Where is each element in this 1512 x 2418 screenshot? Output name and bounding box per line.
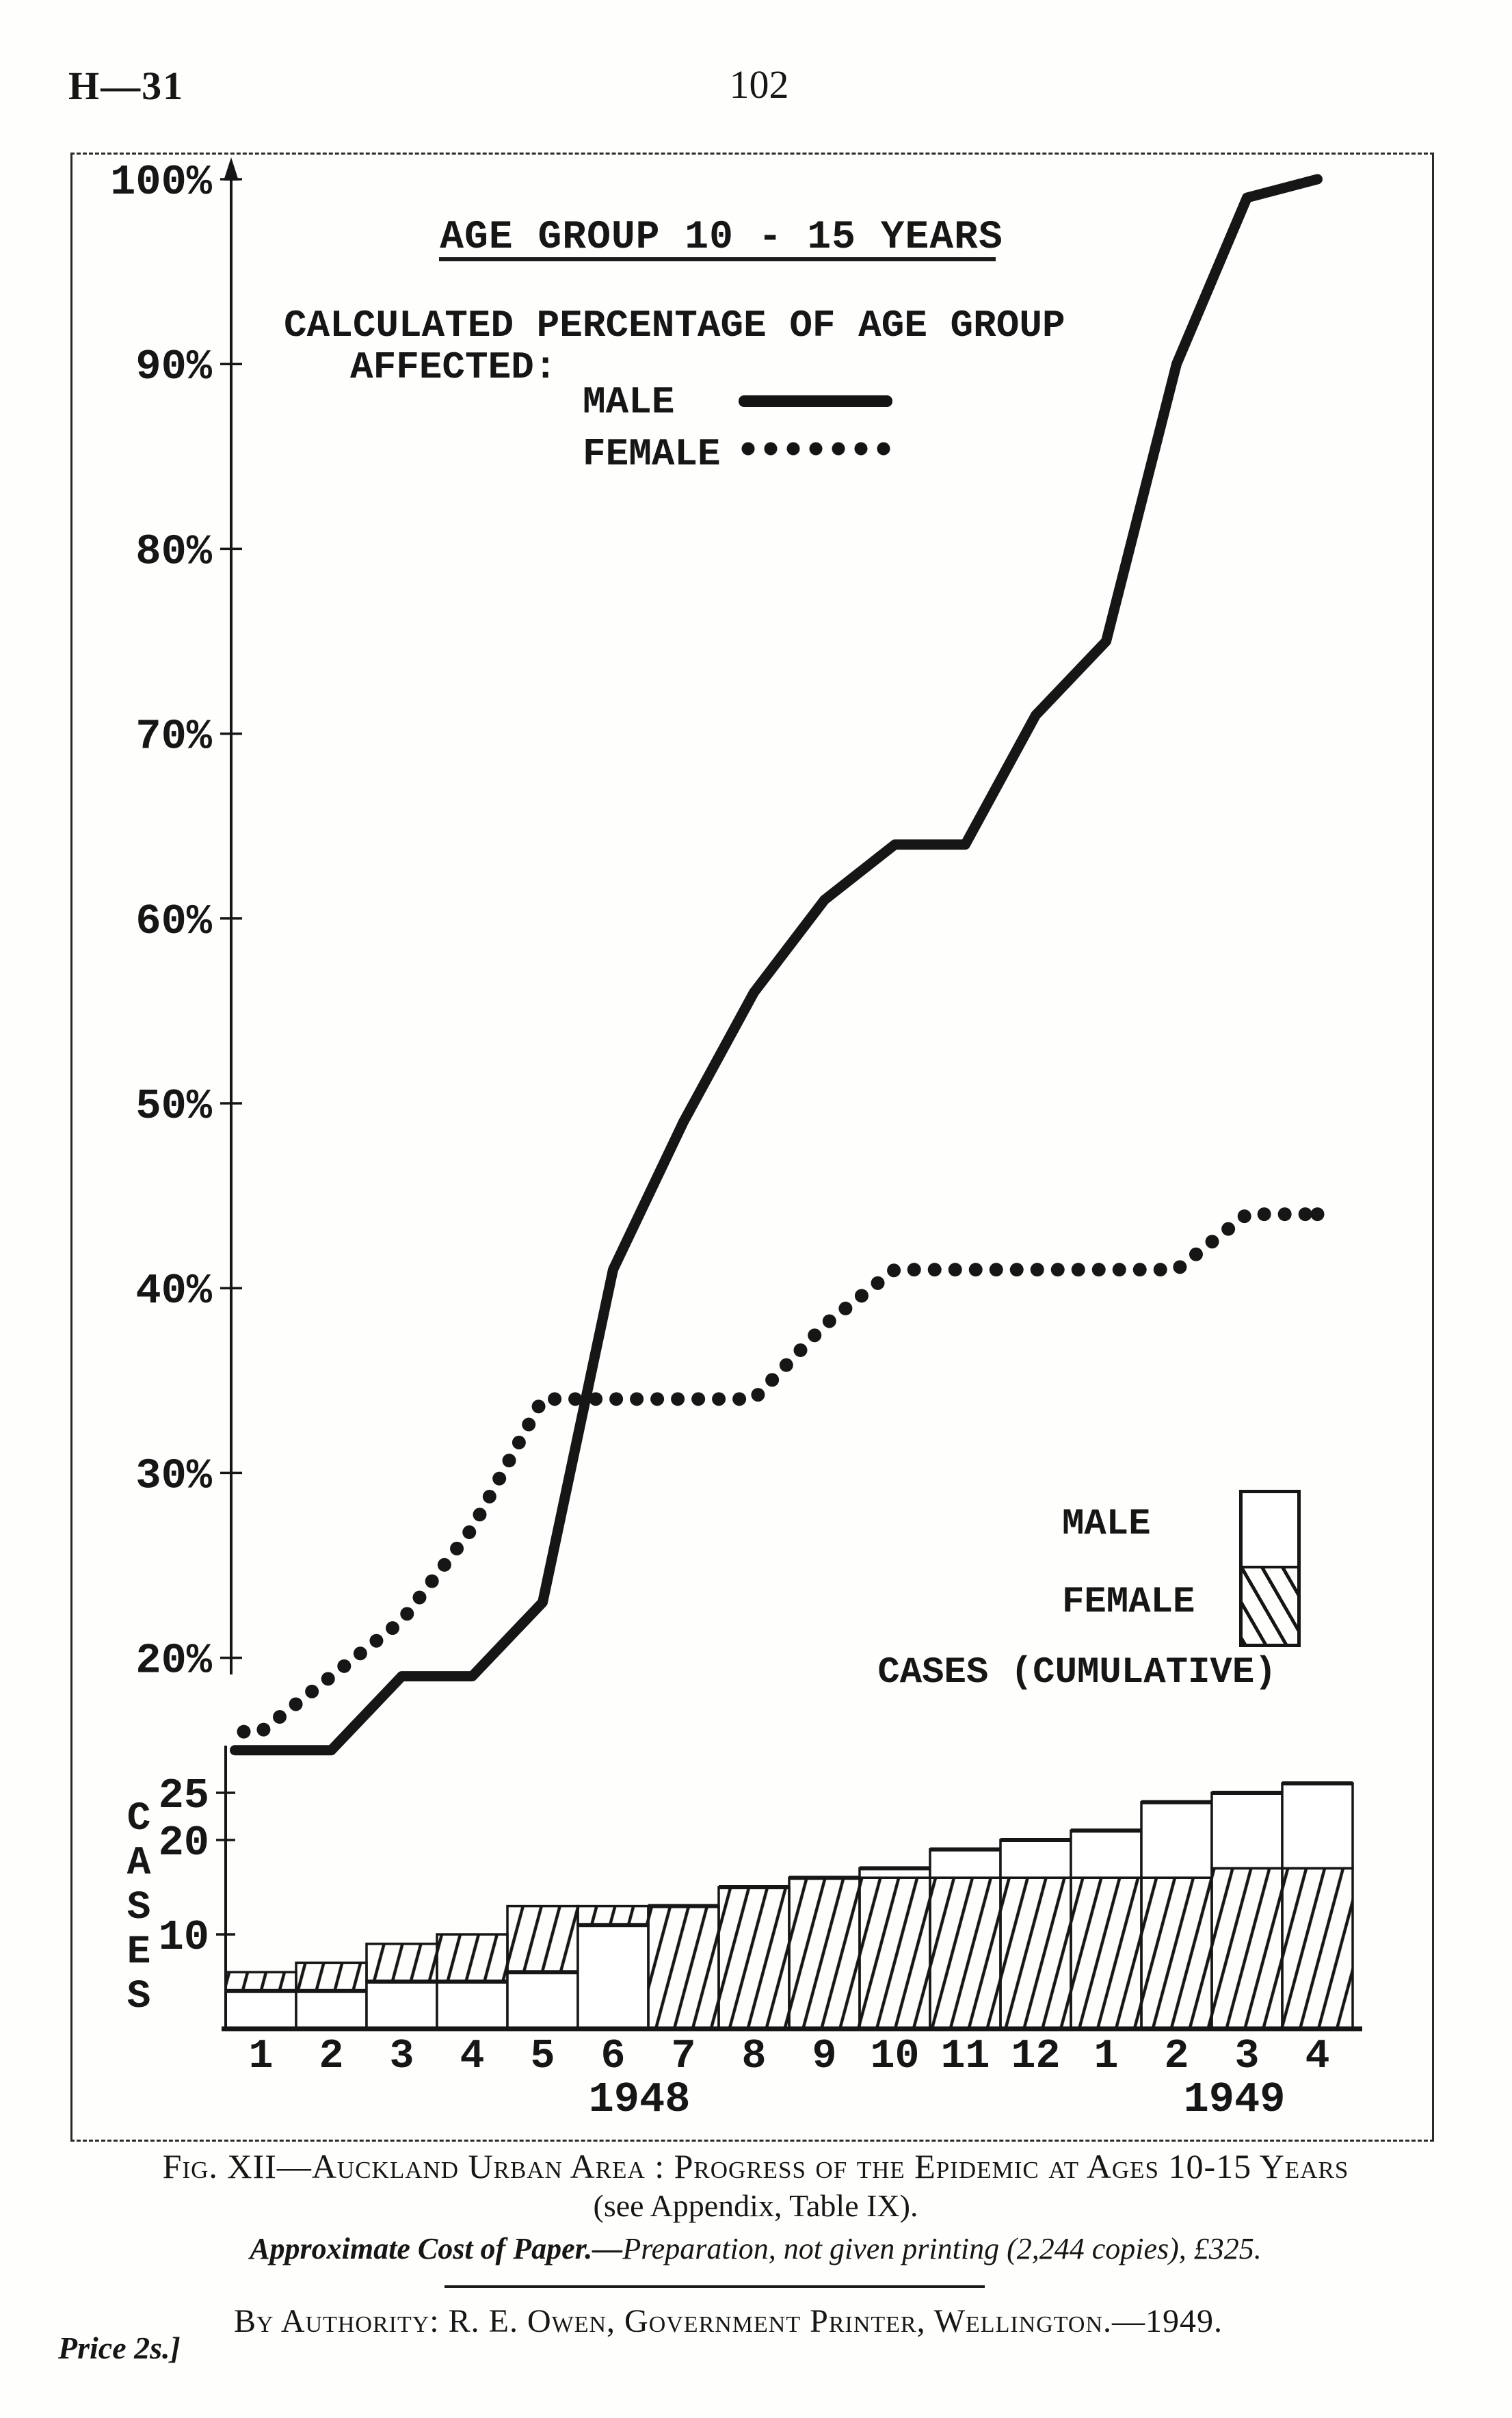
authority-imprint: By Authority: R. E. Owen, Government Pri… [233,2303,1223,2339]
cases-axis-label: C A S E S [127,1797,151,2019]
line-legend-male-label: MALE [583,380,675,424]
year-label-1948: 1948 [588,2075,691,2124]
bar-legend-key-box [1239,1490,1301,1647]
bar-legend-female-hatch-swatch [1243,1568,1297,1644]
female-dotted-line-key-icon [740,441,899,457]
cost-of-paper-note: Approximate Cost of Paper.—Preparation, … [82,2231,1429,2266]
bar-legend-male-swatch [1243,1493,1297,1568]
price-note: Price 2s.] [58,2330,181,2365]
bar-legend-female-label: FEMALE [1062,1581,1195,1623]
figure-border-box [70,153,1434,2142]
report-code: H—31 [68,64,185,108]
year-label-1949: 1949 [1183,2075,1286,2124]
male-solid-line-key-icon [739,395,892,407]
bar-legend-male-label: MALE [1062,1503,1151,1545]
page-number: 102 [729,62,789,107]
line-legend-female-label: FEMALE [583,432,721,476]
chart-title: AGE GROUP 10 - 15 YEARS [440,215,1003,260]
figure-caption-appendix-note: (see Appendix, Table IX). [593,2188,918,2223]
footer-divider-rule [445,2285,985,2288]
bar-legend-caption: CASES (CUMULATIVE) [877,1652,1277,1694]
cost-note-lead: Approximate Cost of Paper.— [250,2232,623,2265]
chart-title-underline [439,257,996,261]
chart-subtitle-line2: AFFECTED: [350,345,557,389]
cost-note-body: Preparation, not given printing (2,244 c… [622,2232,1262,2265]
figure-caption: Fig. XII—Auckland Urban Area : Progress … [162,2147,1349,2185]
chart-subtitle-line1: CALCULATED PERCENTAGE OF AGE GROUP [284,304,1065,347]
